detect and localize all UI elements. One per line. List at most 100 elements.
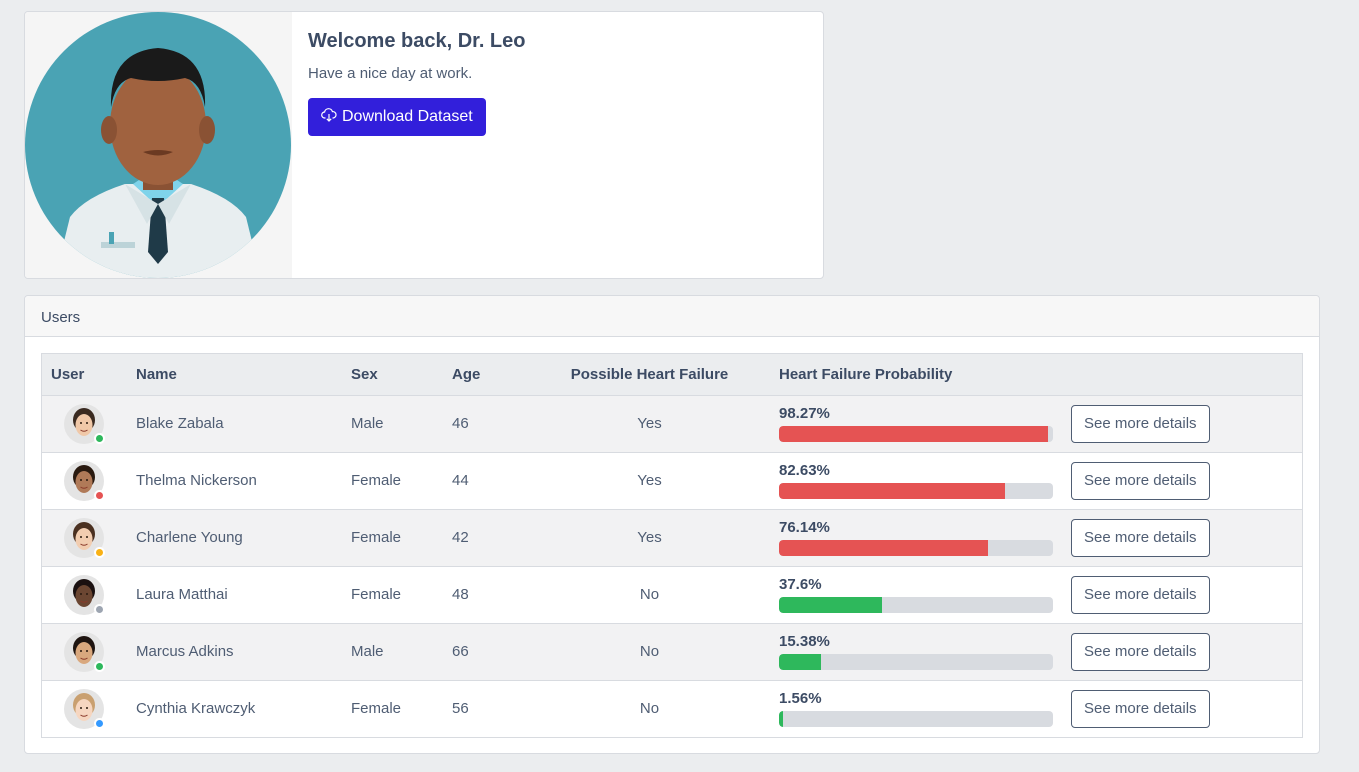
- probability-cell: 37.6%: [770, 566, 1062, 623]
- download-dataset-label: Download Dataset: [342, 108, 473, 125]
- probability-progress: [779, 426, 1053, 442]
- user-cell: [42, 680, 127, 737]
- welcome-subtitle: Have a nice day at work.: [308, 65, 473, 82]
- probability-progress: [779, 540, 1053, 556]
- probability-cell: 98.27%: [770, 395, 1062, 452]
- user-cell: [42, 566, 127, 623]
- user-cell: [42, 452, 127, 509]
- see-more-details-button[interactable]: See more details: [1071, 575, 1210, 614]
- cloud-download-icon: [321, 107, 337, 128]
- status-dot-icon: [94, 660, 105, 672]
- avatar: [64, 688, 105, 729]
- avatar: [64, 631, 105, 672]
- user-age: 46: [452, 415, 469, 432]
- possible-heart-failure: No: [639, 643, 660, 660]
- user-age: 56: [452, 700, 469, 718]
- table-header-row: User Name Sex Age Possible Heart Failure…: [42, 354, 1302, 396]
- see-more-details-button[interactable]: See more details: [1071, 632, 1210, 671]
- probability-value: 98.27%: [779, 405, 830, 422]
- possible-heart-failure: No: [639, 586, 660, 603]
- column-header-user: User: [42, 354, 127, 396]
- probability-value: 76.14%: [779, 519, 830, 536]
- users-card: Users User Name Sex Age Possible Heart F…: [24, 295, 1320, 754]
- table-row: Marcus Adkins Male 66 No 15.38% See more…: [42, 623, 1302, 680]
- user-cell: [42, 395, 127, 452]
- column-header-sex: Sex: [342, 354, 443, 396]
- column-header-actions: [1062, 354, 1302, 396]
- user-sex: Female: [351, 586, 402, 603]
- user-sex: Female: [351, 700, 402, 718]
- user-age: 44: [452, 472, 469, 489]
- probability-cell: 1.56%: [770, 680, 1062, 737]
- probability-progress-bar: [779, 540, 988, 556]
- actions-cell: See more details: [1062, 566, 1302, 623]
- probability-value: 37.6%: [779, 576, 822, 593]
- user-age: 42: [452, 529, 469, 546]
- download-dataset-button[interactable]: Download Dataset: [308, 98, 486, 136]
- possible-heart-failure: Yes: [637, 415, 662, 432]
- probability-progress: [779, 597, 1053, 613]
- user-age: 48: [452, 586, 469, 603]
- probability-progress-bar: [779, 654, 822, 670]
- probability-value: 15.38%: [779, 633, 830, 650]
- user-cell: [42, 509, 127, 566]
- actions-cell: See more details: [1062, 452, 1302, 509]
- user-sex: Female: [351, 529, 402, 546]
- user-name: Charlene Young: [136, 529, 243, 546]
- users-table-wrapper: User Name Sex Age Possible Heart Failure…: [41, 353, 1303, 738]
- avatar: [64, 574, 105, 615]
- user-sex: Female: [351, 472, 402, 489]
- doctor-avatar: [25, 12, 292, 278]
- user-name: Laura Matthai: [136, 586, 228, 603]
- user-sex: Male: [351, 643, 384, 660]
- user-cell: [42, 623, 127, 680]
- probability-progress-bar: [779, 426, 1049, 442]
- table-row: Blake Zabala Male 46 Yes 98.27% See more…: [42, 395, 1302, 452]
- table-row: Laura Matthai Female 48 No 37.6% See mor…: [42, 566, 1302, 623]
- status-dot-icon: [94, 489, 105, 501]
- see-more-details-button[interactable]: See more details: [1071, 461, 1210, 500]
- probability-progress: [779, 711, 1053, 728]
- welcome-card: Welcome back, Dr. Leo Have a nice day at…: [24, 11, 824, 279]
- actions-cell: See more details: [1062, 623, 1302, 680]
- probability-cell: 15.38%: [770, 623, 1062, 680]
- see-more-details-button[interactable]: See more details: [1071, 518, 1210, 557]
- probability-progress: [779, 654, 1053, 670]
- user-name: Marcus Adkins: [136, 643, 234, 660]
- status-dot-icon: [94, 603, 105, 615]
- user-sex: Male: [351, 415, 384, 432]
- possible-heart-failure: No: [639, 700, 660, 718]
- column-header-age: Age: [443, 354, 529, 396]
- actions-cell: See more details: [1062, 680, 1302, 737]
- avatar: [64, 517, 105, 558]
- actions-cell: See more details: [1062, 395, 1302, 452]
- users-table-body: Blake Zabala Male 46 Yes 98.27% See more…: [42, 395, 1302, 737]
- status-dot-icon: [94, 432, 105, 444]
- see-more-details-button[interactable]: See more details: [1071, 689, 1210, 728]
- avatar: [64, 460, 105, 501]
- possible-heart-failure: Yes: [637, 472, 662, 489]
- avatar: [64, 403, 105, 444]
- see-more-details-button[interactable]: See more details: [1071, 404, 1210, 443]
- user-name: Cynthia Krawczyk: [136, 700, 256, 718]
- column-header-name: Name: [127, 354, 342, 396]
- user-name: Blake Zabala: [136, 415, 224, 432]
- probability-progress-bar: [779, 597, 883, 613]
- users-card-header: Users: [25, 296, 1319, 337]
- users-table: User Name Sex Age Possible Heart Failure…: [42, 354, 1302, 737]
- status-dot-icon: [94, 546, 105, 558]
- probability-cell: 82.63%: [770, 452, 1062, 509]
- user-age: 66: [452, 643, 469, 660]
- possible-heart-failure: Yes: [637, 529, 662, 546]
- probability-progress: [779, 483, 1053, 499]
- table-row: Charlene Young Female 42 Yes 76.14% See …: [42, 509, 1302, 566]
- probability-value: 1.56%: [779, 690, 822, 708]
- actions-cell: See more details: [1062, 509, 1302, 566]
- welcome-text: Welcome back, Dr. Leo Have a nice day at…: [308, 30, 526, 136]
- status-dot-icon: [94, 717, 105, 729]
- probability-cell: 76.14%: [770, 509, 1062, 566]
- table-row: Thelma Nickerson Female 44 Yes 82.63% Se…: [42, 452, 1302, 509]
- welcome-title: Welcome back, Dr. Leo: [308, 30, 526, 52]
- probability-progress-bar: [779, 483, 1006, 499]
- probability-value: 82.63%: [779, 462, 830, 479]
